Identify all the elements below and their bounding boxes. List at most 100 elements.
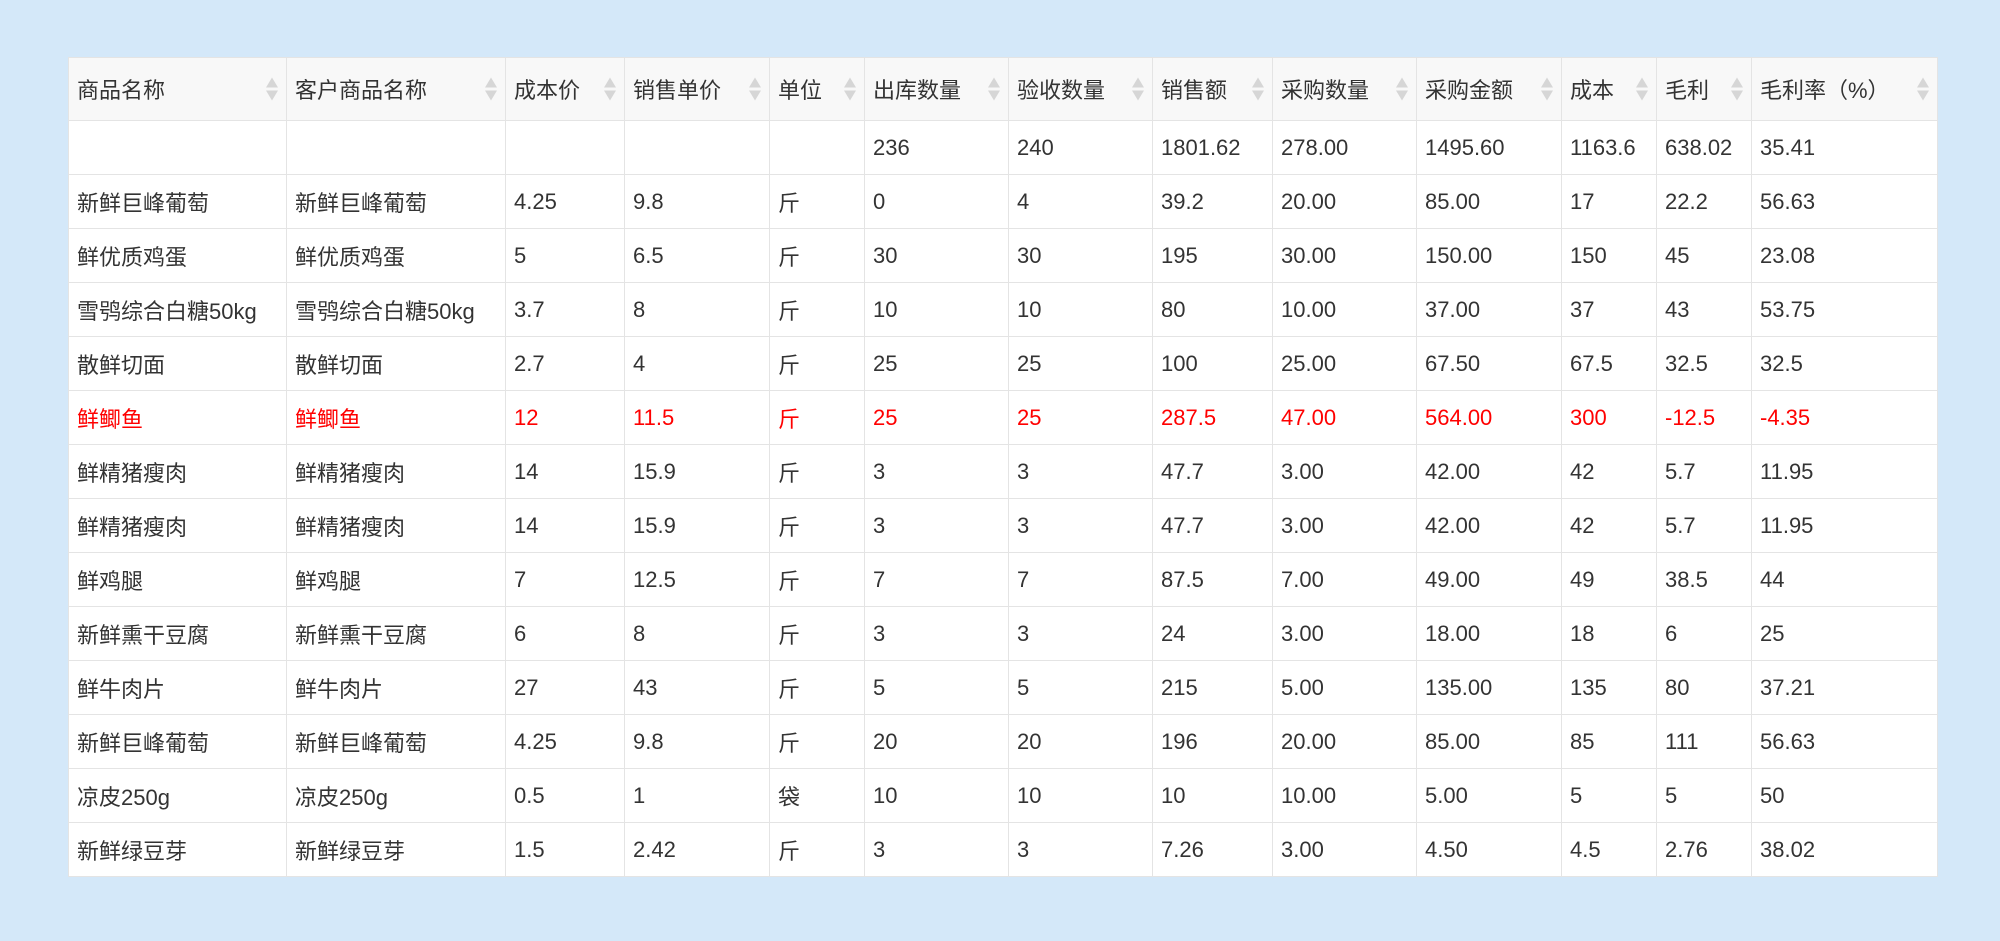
column-header[interactable]: 验收数量 <box>1008 57 1153 121</box>
total-cell: 1163.6 <box>1561 120 1657 175</box>
total-cell <box>769 120 865 175</box>
column-header[interactable]: 采购金额 <box>1416 57 1562 121</box>
table-row[interactable]: 新鲜巨峰葡萄 新鲜巨峰葡萄 4.25 9.8 斤 20 20 196 20.00 85.00 85 1… <box>68 714 1938 769</box>
table-row[interactable]: 鲜精猪瘦肉 鲜精猪瘦肉 14 15.9 斤 3 3 47.7 3.00 42.00 42 5.7 11.… <box>68 444 1938 499</box>
table-cell: 斤 <box>769 606 865 661</box>
table-cell: 鲜精猪瘦肉 <box>68 444 287 499</box>
sort-up-down-icon[interactable] <box>749 77 761 101</box>
table-cell: 47.7 <box>1152 444 1273 499</box>
sort-up-down-icon[interactable] <box>1252 77 1264 101</box>
table-cell: 30 <box>864 228 1009 283</box>
table-cell: 67.50 <box>1416 336 1562 391</box>
sort-up-down-icon[interactable] <box>1636 77 1648 101</box>
column-header-label: 毛利 <box>1665 78 1710 103</box>
table-cell: 斤 <box>769 282 865 337</box>
sort-up-down-icon[interactable] <box>1396 77 1408 101</box>
sort-up-down-icon[interactable] <box>1731 77 1743 101</box>
sort-up-down-icon[interactable] <box>988 77 1000 101</box>
table-cell: 87.5 <box>1152 552 1273 607</box>
table-cell: 564.00 <box>1416 390 1562 445</box>
table-cell: 8 <box>624 606 770 661</box>
table-cell: 6 <box>1656 606 1752 661</box>
table-cell: 7.00 <box>1272 552 1417 607</box>
sort-up-down-icon[interactable] <box>266 77 278 101</box>
column-header[interactable]: 成本 <box>1561 57 1657 121</box>
table-cell: 5 <box>1561 768 1657 823</box>
total-cell: 1495.60 <box>1416 120 1562 175</box>
table-row[interactable]: 新鲜熏干豆腐 新鲜熏干豆腐 6 8 斤 3 3 24 3.00 18.00 18 6 25 <box>68 606 1938 661</box>
table-row[interactable]: 鲜鲫鱼 鲜鲫鱼 12 11.5 斤 25 25 287.5 47.00 564.00 300 -12.… <box>68 390 1938 445</box>
column-header[interactable]: 成本价 <box>505 57 625 121</box>
table-cell: 1 <box>624 768 770 823</box>
table-cell: 195 <box>1152 228 1273 283</box>
sort-up-down-icon[interactable] <box>485 77 497 101</box>
table-cell: 196 <box>1152 714 1273 769</box>
total-cell: 278.00 <box>1272 120 1417 175</box>
sort-up-down-icon[interactable] <box>844 77 856 101</box>
table-cell: 5.7 <box>1656 444 1752 499</box>
table-cell: 7 <box>1008 552 1153 607</box>
table-cell: 3.00 <box>1272 498 1417 553</box>
table-cell: 27 <box>505 660 625 715</box>
sort-up-down-icon[interactable] <box>1132 77 1144 101</box>
table-cell: 鲜鲫鱼 <box>68 390 287 445</box>
table-cell: 30 <box>1008 228 1153 283</box>
table-cell: 37 <box>1561 282 1657 337</box>
table-cell: 50 <box>1751 768 1938 823</box>
table-row[interactable]: 凉皮250g 凉皮250g 0.5 1 袋 10 10 10 10.00 5.00 5 5 50 <box>68 768 1938 823</box>
table-cell: 雪鸮综合白糖50kg <box>68 282 287 337</box>
table-cell: 5 <box>1656 768 1752 823</box>
table-cell: 39.2 <box>1152 174 1273 229</box>
table-cell: 12 <box>505 390 625 445</box>
column-header[interactable]: 单位 <box>769 57 865 121</box>
table-row[interactable]: 鲜鸡腿 鲜鸡腿 7 12.5 斤 7 7 87.5 7.00 49.00 49 38.5 44 <box>68 552 1938 607</box>
table-cell: 25 <box>1751 606 1938 661</box>
table-cell: 8 <box>624 282 770 337</box>
table-cell: 80 <box>1152 282 1273 337</box>
table-cell: 10 <box>1008 768 1153 823</box>
column-header-label: 客户商品名称 <box>295 78 428 103</box>
column-header[interactable]: 出库数量 <box>864 57 1009 121</box>
table-cell: 3 <box>1008 822 1153 877</box>
table-row[interactable]: 鲜牛肉片 鲜牛肉片 27 43 斤 5 5 215 5.00 135.00 135 80 37.21 <box>68 660 1938 715</box>
column-header[interactable]: 客户商品名称 <box>286 57 506 121</box>
column-header[interactable]: 销售单价 <box>624 57 770 121</box>
total-cell: 240 <box>1008 120 1153 175</box>
table-cell: 斤 <box>769 228 865 283</box>
column-header[interactable]: 毛利率（%） <box>1751 57 1938 121</box>
column-header-label: 销售单价 <box>633 78 722 103</box>
table-row[interactable]: 新鲜巨峰葡萄 新鲜巨峰葡萄 4.25 9.8 斤 0 4 39.2 20.00 85.00 17 22… <box>68 174 1938 229</box>
table-cell: 3 <box>1008 498 1153 553</box>
table-cell: 24 <box>1152 606 1273 661</box>
column-header[interactable]: 销售额 <box>1152 57 1273 121</box>
table-cell: 斤 <box>769 390 865 445</box>
table-cell: 5 <box>864 660 1009 715</box>
column-header-label: 销售额 <box>1161 78 1228 103</box>
table-cell: 49.00 <box>1416 552 1562 607</box>
table-cell: 新鲜巨峰葡萄 <box>68 174 287 229</box>
table-row[interactable]: 鲜优质鸡蛋 鲜优质鸡蛋 5 6.5 斤 30 30 195 30.00 150.00 150 45 23… <box>68 228 1938 283</box>
column-header[interactable]: 商品名称 <box>68 57 287 121</box>
table-cell: 25 <box>1008 390 1153 445</box>
table-cell: 5 <box>1008 660 1153 715</box>
table-row[interactable]: 雪鸮综合白糖50kg 雪鸮综合白糖50kg 3.7 8 斤 10 10 80 10.00 37.0… <box>68 282 1938 337</box>
column-header[interactable]: 毛利 <box>1656 57 1752 121</box>
table-cell: 25 <box>864 336 1009 391</box>
column-header[interactable]: 采购数量 <box>1272 57 1417 121</box>
sort-up-down-icon[interactable] <box>1917 77 1929 101</box>
table-cell: 6 <box>505 606 625 661</box>
table-cell: 10 <box>864 282 1009 337</box>
table-row[interactable]: 鲜精猪瘦肉 鲜精猪瘦肉 14 15.9 斤 3 3 47.7 3.00 42.00 42 5.7 11.… <box>68 498 1938 553</box>
table-cell: 鲜精猪瘦肉 <box>286 498 506 553</box>
sort-up-down-icon[interactable] <box>1541 77 1553 101</box>
column-header-label: 毛利率（%） <box>1760 78 1890 103</box>
sort-up-down-icon[interactable] <box>604 77 616 101</box>
table-cell: 鲜优质鸡蛋 <box>286 228 506 283</box>
total-cell: 236 <box>864 120 1009 175</box>
table-row[interactable]: 散鲜切面 散鲜切面 2.7 4 斤 25 25 100 25.00 67.50 67.5 32.5 32… <box>68 336 1938 391</box>
column-header-label: 出库数量 <box>873 78 962 103</box>
table-cell: 6.5 <box>624 228 770 283</box>
table-row[interactable]: 新鲜绿豆芽 新鲜绿豆芽 1.5 2.42 斤 3 3 7.26 3.00 4.50 4.5 2.76 3… <box>68 822 1938 877</box>
column-header-label: 成本 <box>1570 78 1615 103</box>
table-cell: 42.00 <box>1416 444 1562 499</box>
